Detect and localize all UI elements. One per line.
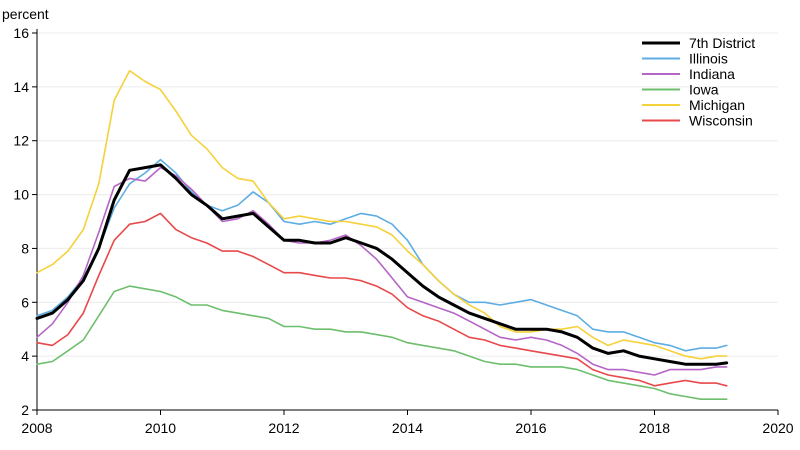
y-axis-unit-label: percent bbox=[2, 6, 49, 22]
y-tick-label-6: 14 bbox=[13, 79, 29, 95]
x-tick-label-0: 2008 bbox=[21, 420, 52, 436]
legend-label-7th-district: 7th District bbox=[689, 35, 755, 51]
legend-label-iowa: Iowa bbox=[689, 82, 719, 98]
y-tick-label-1: 4 bbox=[21, 348, 29, 364]
series-line-michigan bbox=[36, 69, 728, 360]
x-tick-label-3: 2014 bbox=[392, 420, 423, 436]
series-line-wisconsin bbox=[36, 212, 728, 387]
x-tick-label-5: 2018 bbox=[639, 420, 670, 436]
y-tick-label-5: 12 bbox=[13, 133, 29, 149]
legend: 7th DistrictIllinoisIndianaIowaMichiganW… bbox=[642, 35, 755, 129]
tick-marks: 2 4 6 8 10 12 14 16 2008 2010 2012 2014 2016 2018 2020 bbox=[13, 25, 793, 436]
legend-label-michigan: Michigan bbox=[689, 97, 745, 113]
y-tick-label-7: 16 bbox=[13, 25, 29, 41]
gridlines bbox=[37, 32, 778, 357]
legend-label-illinois: Illinois bbox=[689, 51, 728, 67]
x-tick-label-4: 2016 bbox=[515, 420, 546, 436]
y-tick-label-2: 6 bbox=[21, 294, 29, 310]
series-line-illinois bbox=[36, 158, 728, 352]
x-tick-label-6: 2020 bbox=[762, 420, 793, 436]
x-tick-label-2: 2012 bbox=[268, 420, 299, 436]
series-lines bbox=[35, 69, 729, 401]
series-line-indiana bbox=[36, 166, 728, 376]
x-tick-label-1: 2010 bbox=[145, 420, 176, 436]
y-tick-label-4: 10 bbox=[13, 187, 29, 203]
y-tick-label-3: 8 bbox=[21, 240, 29, 256]
y-tick-label-0: 2 bbox=[21, 402, 29, 418]
legend-label-wisconsin: Wisconsin bbox=[689, 113, 753, 129]
legend-label-indiana: Indiana bbox=[689, 66, 735, 82]
series-line-iowa bbox=[36, 285, 728, 401]
series-line-7th-district bbox=[35, 163, 729, 366]
